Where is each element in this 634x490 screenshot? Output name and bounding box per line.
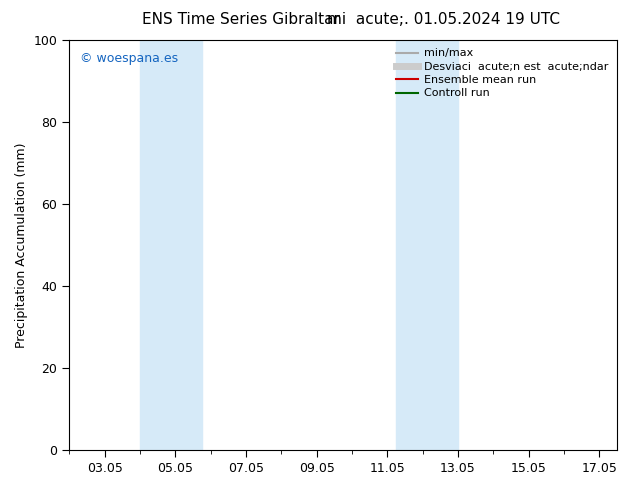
Bar — [140, 40, 202, 450]
Text: mi  acute;. 01.05.2024 19 UTC: mi acute;. 01.05.2024 19 UTC — [327, 12, 560, 27]
Y-axis label: Precipitation Accumulation (mm): Precipitation Accumulation (mm) — [15, 142, 28, 347]
Legend: min/max, Desviaci  acute;n est  acute;ndar, Ensemble mean run, Controll run: min/max, Desviaci acute;n est acute;ndar… — [392, 45, 611, 102]
Bar — [396, 40, 458, 450]
Text: © woespana.es: © woespana.es — [80, 52, 178, 65]
Text: ENS Time Series Gibraltar: ENS Time Series Gibraltar — [142, 12, 340, 27]
